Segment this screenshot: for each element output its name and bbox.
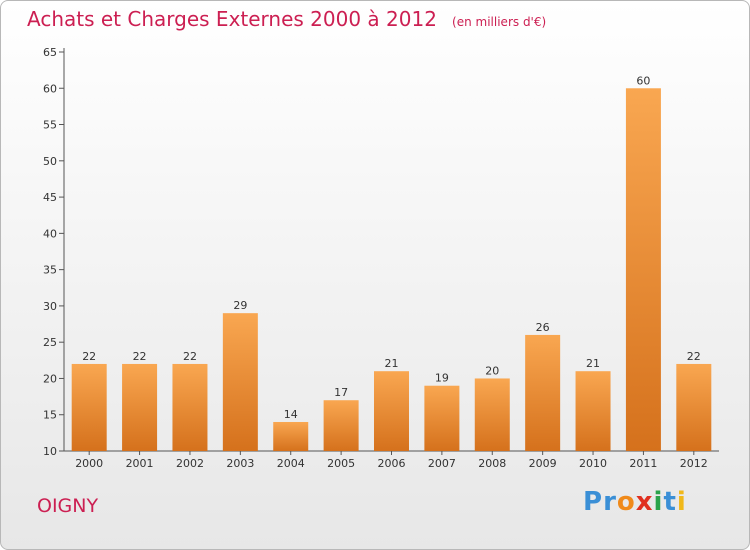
x-tick-label: 2004 [277,457,305,470]
y-tick-label: 30 [43,300,57,313]
bar-value-label: 22 [687,350,701,363]
y-tick-label: 35 [43,264,57,277]
bar-value-label: 29 [233,299,247,312]
bar-2010 [575,371,611,451]
x-tick-label: 2011 [629,457,657,470]
chart-title-main: Achats et Charges Externes 2000 à 2012 [27,7,437,31]
x-tick-label: 2002 [176,457,204,470]
bar-2006 [374,371,409,451]
y-tick-label: 50 [43,155,57,168]
x-tick-label: 2012 [680,457,708,470]
y-tick-label: 10 [43,445,57,458]
y-tick-label: 55 [43,119,57,132]
bar-value-label: 22 [133,350,147,363]
x-tick-label: 2008 [478,457,506,470]
proxiti-logo: Proxiti [583,487,687,517]
x-axis: 2000 2001 2002 2003 2004 2005 2006 2007 2008 2009… [64,450,719,470]
chart-title-unit: (en milliers d'€) [452,15,547,29]
y-axis: 10 15 20 25 30 35 40 45 50 55 60 65 [43,46,65,458]
bars: 22 22 22 29 14 17 21 19 20 26 21 60 22 [71,74,712,451]
bar-value-label: 19 [435,372,449,385]
bar-2005 [323,400,359,451]
bar-value-label: 26 [536,321,550,334]
bar-2001 [122,363,158,451]
bar-value-label: 22 [82,350,96,363]
x-tick-label: 2003 [226,457,254,470]
bar-value-label: 21 [586,357,600,370]
x-tick-label: 2006 [378,457,406,470]
y-tick-label: 15 [43,409,57,422]
bar-2000 [71,363,107,451]
x-tick-label: 2005 [327,457,355,470]
x-tick-label: 2009 [529,457,557,470]
commune-name: OIGNY [37,495,99,517]
bar-value-label: 60 [636,74,650,87]
bar-value-label: 21 [385,357,399,370]
bar-2004 [273,421,309,451]
bar-2009 [525,334,561,451]
bar-2012 [676,363,712,451]
y-tick-label: 40 [43,227,57,240]
bar-2011 [625,88,661,451]
bar-2002 [172,363,208,451]
x-tick-label: 2001 [126,457,154,470]
y-tick-label: 65 [43,46,57,59]
y-tick-label: 25 [43,336,57,349]
x-tick-label: 2000 [75,457,103,470]
x-tick-label: 2010 [579,457,607,470]
bar-2003 [222,313,258,451]
bar-value-label: 20 [485,364,499,377]
x-tick-label: 2007 [428,457,456,470]
y-tick-label: 20 [43,372,57,385]
bar-2008 [474,378,510,451]
bar-value-label: 22 [183,350,197,363]
bar-2007 [424,385,460,451]
bar-value-label: 17 [334,386,348,399]
chart-title: Achats et Charges Externes 2000 à 2012 (… [27,7,546,31]
y-tick-label: 45 [43,191,57,204]
bar-value-label: 14 [284,408,298,421]
y-tick-label: 60 [43,82,57,95]
